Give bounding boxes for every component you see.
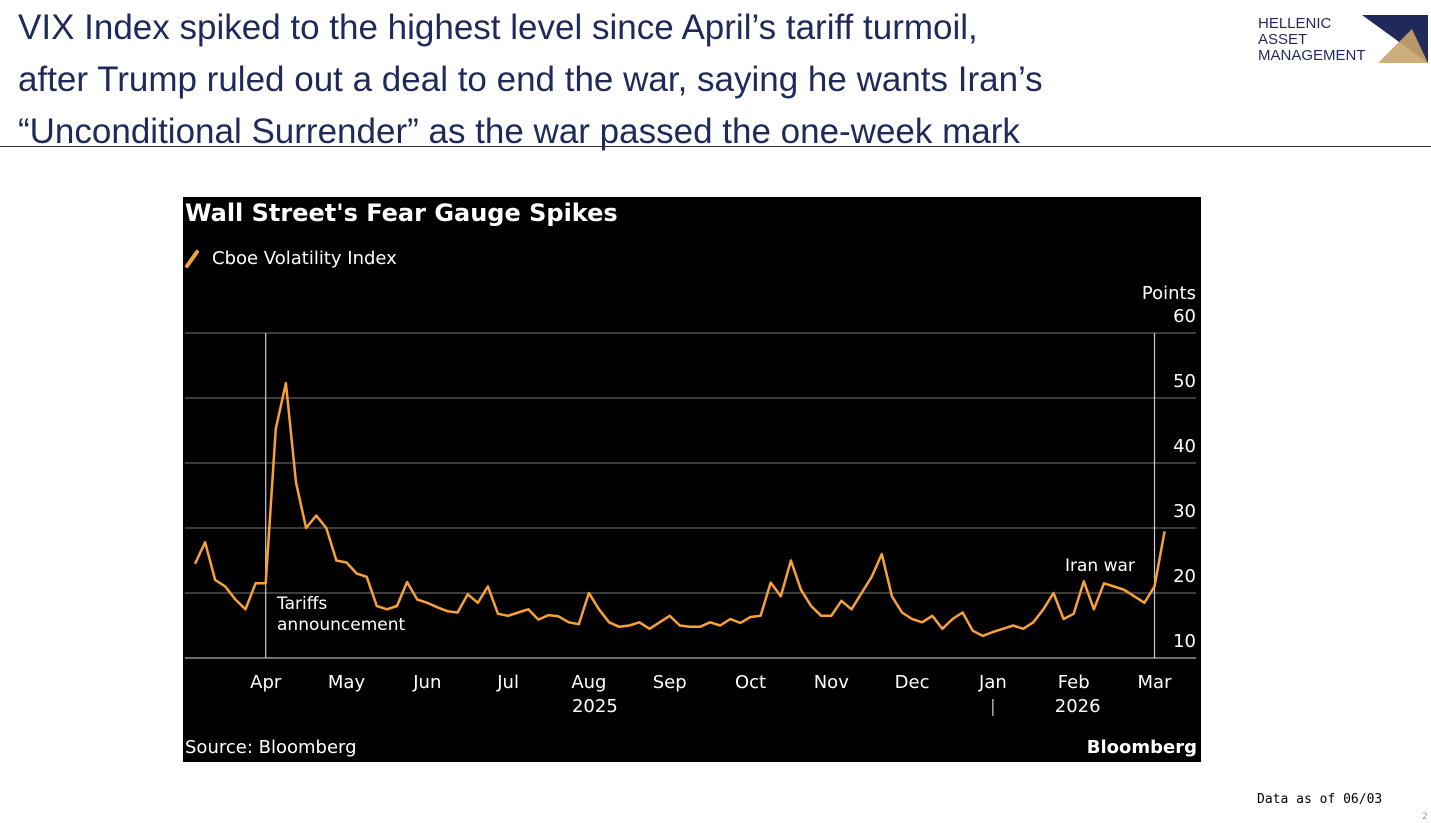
x-tick-label: Apr [250, 672, 282, 693]
page-number: 2 [1422, 812, 1428, 822]
y-tick-label: 50 [1173, 371, 1196, 392]
y-tick-label: 20 [1173, 566, 1196, 587]
logo: HELLENIC ASSET MANAGEMENT [1258, 16, 1366, 64]
x-tick-label: May [328, 672, 366, 693]
x-tick-label: Aug [571, 672, 606, 693]
x-tick-label: Oct [735, 672, 766, 693]
annotation: Tariffs announcement [277, 594, 406, 635]
x-tick-label: Sep [653, 672, 687, 693]
logo-graphic [1362, 15, 1428, 63]
x-tick-label: Dec [895, 672, 930, 693]
annotation: Iran war [1065, 556, 1135, 576]
logo-line: HELLENIC [1258, 15, 1332, 32]
logo-line: MANAGEMENT [1258, 47, 1366, 64]
chart-background [183, 197, 1201, 762]
x-tick-label: Nov [814, 672, 849, 693]
x-tick-label: Jul [496, 672, 519, 693]
series-line [193, 381, 1166, 638]
title-line: after Trump ruled out a deal to end the … [18, 60, 1043, 99]
header-rule [0, 146, 1431, 147]
x-tick-label: Jan [978, 672, 1007, 693]
y-tick-label: 10 [1173, 631, 1196, 652]
y-tick-label: 60 [1173, 306, 1196, 327]
brand: Bloomberg [1087, 737, 1197, 758]
year-label: 2025 [572, 696, 618, 717]
legend-icon [185, 250, 199, 268]
y-axis-label: Points [1142, 283, 1196, 304]
title-line: VIX Index spiked to the highest level si… [18, 8, 978, 47]
year-label: 2026 [1055, 696, 1101, 717]
x-tick-label: Jun [412, 672, 441, 693]
source: Source: Bloomberg [185, 737, 357, 758]
x-tick-label: Mar [1138, 672, 1173, 693]
footnote: Data as of 06/03 [1257, 792, 1383, 807]
logo-line: ASSET [1258, 31, 1308, 48]
x-tick-label: Feb [1058, 672, 1090, 693]
title-line: “Unconditional Surrender” as the war pas… [18, 112, 1020, 151]
slide-title: VIX Index spiked to the highest level si… [18, 2, 1043, 158]
chart-title: Wall Street's Fear Gauge Spikes [185, 199, 618, 227]
y-tick-label: 40 [1173, 436, 1196, 457]
legend-label: Cboe Volatility Index [212, 248, 397, 269]
y-tick-label: 30 [1173, 501, 1196, 522]
